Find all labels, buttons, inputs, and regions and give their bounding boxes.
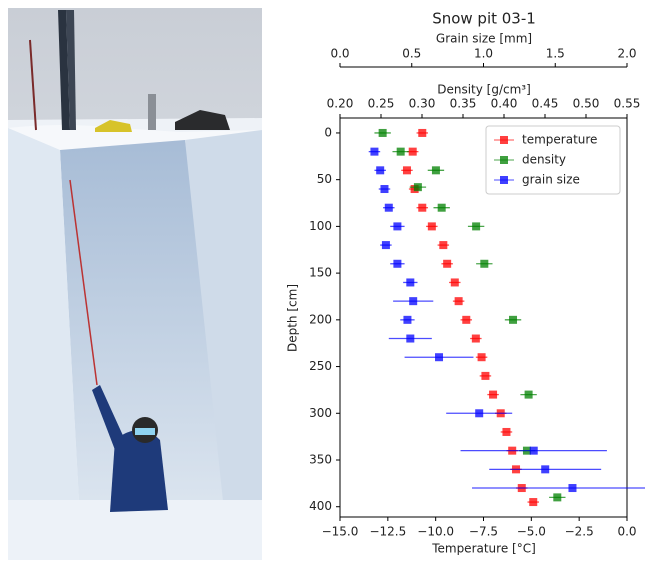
point (382, 241, 390, 249)
y-tick-label: 100 (309, 219, 332, 233)
point (455, 297, 463, 305)
y-tick-label: 350 (309, 453, 332, 467)
x2-tick-label: 0.25 (368, 97, 395, 111)
point (435, 353, 443, 361)
point (472, 335, 480, 343)
y-tick-label: 200 (309, 312, 332, 326)
point (393, 260, 401, 268)
point (462, 316, 470, 324)
point (393, 222, 401, 230)
point (472, 222, 480, 230)
point (428, 222, 436, 230)
point (403, 316, 411, 324)
x-axis-label: Temperature [°C] (431, 542, 536, 556)
legend-label: grain size (522, 173, 580, 187)
point (541, 465, 549, 473)
x-tick-label: 0.0 (617, 525, 636, 539)
point (530, 447, 538, 455)
x2-axis-label: Density [g/cm³] (437, 83, 531, 97)
point (406, 335, 414, 343)
point (370, 148, 378, 156)
point (475, 409, 483, 417)
point (478, 353, 486, 361)
legend-swatch (500, 136, 508, 144)
legend-swatch (500, 156, 508, 164)
point (525, 391, 533, 399)
point (439, 241, 447, 249)
x2-tick-label: 0.55 (614, 97, 641, 111)
point (414, 183, 422, 191)
point (380, 185, 388, 193)
point (379, 129, 387, 137)
x2-tick-label: 0.40 (491, 97, 518, 111)
point (385, 204, 393, 212)
point (438, 204, 446, 212)
x-tick-label: −7.5 (469, 525, 498, 539)
x2-tick-label: 0.45 (532, 97, 559, 111)
point (409, 297, 417, 305)
point (568, 484, 576, 492)
x3-tick-label: 0.5 (402, 47, 421, 61)
x-tick-label: −2.5 (565, 525, 594, 539)
point (529, 498, 537, 506)
x2-tick-label: 0.20 (327, 97, 354, 111)
point (418, 204, 426, 212)
x2-tick-label: 0.50 (573, 97, 600, 111)
photo (8, 8, 262, 560)
figure: Snow pit 03-1 Grain size [mm] Density [g… (0, 0, 645, 561)
point (451, 278, 459, 286)
point (509, 316, 517, 324)
point (443, 260, 451, 268)
y-tick-label: 400 (309, 499, 332, 513)
point (418, 129, 426, 137)
x-tick-label: −15.0 (322, 525, 359, 539)
x3-tick-label: 2.0 (617, 47, 636, 61)
y-tick-label: 0 (324, 125, 332, 139)
x2-tick-label: 0.35 (450, 97, 477, 111)
y-tick-label: 250 (309, 359, 332, 373)
y-axis-label: Depth [cm] (286, 284, 300, 352)
point (502, 428, 510, 436)
y-tick-label: 300 (309, 406, 332, 420)
point (397, 148, 405, 156)
point (481, 372, 489, 380)
x3-axis-label: Grain size [mm] (436, 32, 532, 46)
x-tick-label: −12.5 (369, 525, 406, 539)
legend-swatch (500, 176, 508, 184)
y-tick-label: 150 (309, 266, 332, 280)
y-tick-label: 50 (317, 172, 332, 186)
x2-tick-label: 0.30 (409, 97, 436, 111)
chart-title: Snow pit 03-1 (432, 10, 536, 28)
x3-tick-label: 0.0 (330, 47, 349, 61)
point (403, 166, 411, 174)
x-tick-label: −10.0 (417, 525, 454, 539)
point (432, 166, 440, 174)
point (489, 391, 497, 399)
point (376, 166, 384, 174)
legend-label: temperature (522, 133, 597, 147)
point (480, 260, 488, 268)
legend-label: density (522, 153, 566, 167)
x3-tick-label: 1.5 (546, 47, 565, 61)
point (553, 493, 561, 501)
x-tick-label: −5.0 (517, 525, 546, 539)
page: Snow pit 03-1 Grain size [mm] Density [g… (0, 0, 645, 561)
x3-tick-label: 1.0 (474, 47, 493, 61)
point (406, 278, 414, 286)
point (409, 148, 417, 156)
